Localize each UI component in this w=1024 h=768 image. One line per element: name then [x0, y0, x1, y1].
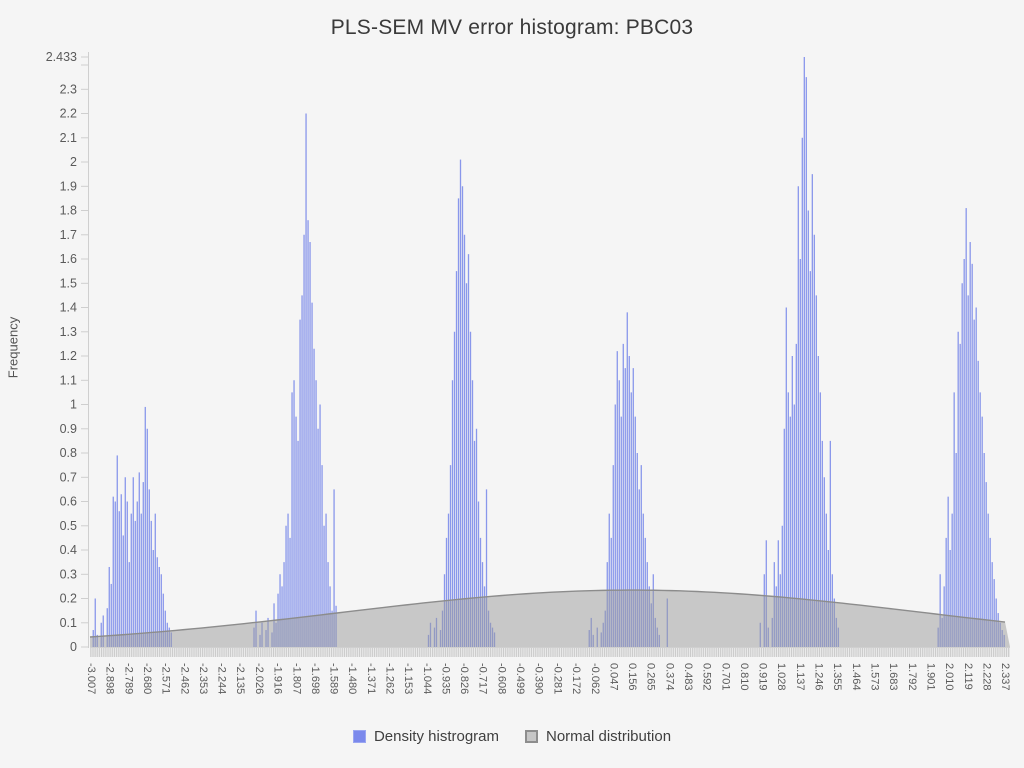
- svg-text:1.9: 1.9: [60, 180, 77, 194]
- svg-text:-0.499: -0.499: [514, 663, 526, 694]
- legend-item-normal-distribution: Normal distribution: [525, 728, 671, 745]
- legend-item-density-histogram: Density histrogram: [352, 728, 499, 745]
- svg-text:2: 2: [70, 155, 77, 169]
- svg-text:0.3: 0.3: [60, 568, 77, 582]
- svg-text:1.8: 1.8: [60, 204, 77, 218]
- svg-text:0.2: 0.2: [60, 592, 77, 606]
- svg-text:0.1: 0.1: [60, 616, 77, 630]
- svg-text:1.792: 1.792: [906, 663, 918, 691]
- svg-text:2.433: 2.433: [46, 50, 77, 64]
- svg-text:1.2: 1.2: [60, 349, 77, 363]
- svg-text:2.010: 2.010: [943, 663, 955, 691]
- svg-text:2.228: 2.228: [980, 663, 992, 691]
- svg-text:-0.935: -0.935: [439, 663, 451, 694]
- svg-text:-0.826: -0.826: [458, 663, 470, 694]
- normal-distribution-swatch-icon: [525, 730, 538, 743]
- svg-text:-1.480: -1.480: [346, 663, 358, 694]
- svg-text:-1.807: -1.807: [290, 663, 302, 694]
- svg-text:0.483: 0.483: [682, 663, 694, 691]
- svg-text:-1.916: -1.916: [272, 663, 284, 694]
- svg-text:2.1: 2.1: [60, 131, 77, 145]
- svg-text:-3.007: -3.007: [85, 663, 97, 694]
- svg-text:0.5: 0.5: [60, 519, 77, 533]
- svg-text:-1.589: -1.589: [328, 663, 340, 694]
- legend-label: Density histrogram: [373, 728, 499, 745]
- svg-text:-1.044: -1.044: [421, 663, 433, 694]
- svg-text:1.355: 1.355: [831, 663, 843, 691]
- svg-text:-1.698: -1.698: [309, 663, 321, 694]
- svg-text:-2.026: -2.026: [253, 663, 265, 694]
- svg-text:1.573: 1.573: [868, 663, 880, 691]
- svg-text:1.901: 1.901: [925, 663, 937, 691]
- svg-text:0.919: 0.919: [757, 663, 769, 691]
- svg-text:-0.281: -0.281: [551, 663, 563, 694]
- legend: Density histrogram Normal distribution: [0, 728, 1024, 745]
- svg-text:0.810: 0.810: [738, 663, 750, 691]
- svg-text:-2.244: -2.244: [216, 663, 228, 694]
- svg-text:1.6: 1.6: [60, 252, 77, 266]
- svg-text:0.701: 0.701: [719, 663, 731, 691]
- svg-text:1.7: 1.7: [60, 228, 77, 242]
- x-axis: -3.007 -2.898 -2.789 -2.680 -2.571 -2.462 -2.3…: [85, 647, 1011, 694]
- svg-text:0.8: 0.8: [60, 446, 77, 460]
- svg-text:1: 1: [70, 398, 77, 412]
- svg-text:-2.898: -2.898: [104, 663, 116, 694]
- svg-text:0.265: 0.265: [645, 663, 657, 691]
- svg-text:2.2: 2.2: [60, 107, 77, 121]
- svg-text:-2.571: -2.571: [160, 663, 172, 694]
- svg-text:-2.135: -2.135: [234, 663, 246, 694]
- svg-text:-0.172: -0.172: [570, 663, 582, 694]
- svg-text:0.6: 0.6: [60, 495, 77, 509]
- svg-text:0.592: 0.592: [701, 663, 713, 691]
- svg-text:-1.262: -1.262: [384, 663, 396, 694]
- svg-text:-0.062: -0.062: [589, 663, 601, 694]
- svg-text:-2.680: -2.680: [141, 663, 153, 694]
- svg-text:-2.462: -2.462: [178, 663, 190, 694]
- svg-text:1.4: 1.4: [60, 301, 77, 315]
- svg-text:0.9: 0.9: [60, 422, 77, 436]
- svg-text:0.7: 0.7: [60, 471, 77, 485]
- svg-text:-1.371: -1.371: [365, 663, 377, 694]
- svg-text:2.337: 2.337: [999, 663, 1011, 691]
- svg-text:-0.608: -0.608: [495, 663, 507, 694]
- svg-text:2.119: 2.119: [962, 663, 974, 690]
- svg-text:1.1: 1.1: [60, 374, 77, 388]
- svg-text:0.4: 0.4: [60, 543, 77, 557]
- legend-label: Normal distribution: [546, 728, 672, 745]
- normal-curve-fill: [90, 590, 1010, 647]
- svg-text:1.028: 1.028: [775, 663, 787, 691]
- histogram-bars: [92, 57, 1005, 647]
- svg-text:1.137: 1.137: [794, 663, 806, 691]
- svg-text:0.047: 0.047: [607, 663, 619, 691]
- svg-text:-1.153: -1.153: [402, 663, 414, 694]
- svg-text:-0.390: -0.390: [533, 663, 545, 694]
- chart-title: PLS-SEM MV error histogram: PBC03: [330, 16, 694, 39]
- y-axis: 2.433 2.3 2.2 2.1 2 1.9 1.8 1.7 1.6 1.5 1.4 1.3 1.2 1…: [46, 50, 89, 654]
- svg-text:1.246: 1.246: [813, 663, 825, 691]
- svg-text:1.464: 1.464: [850, 663, 862, 691]
- svg-text:1.5: 1.5: [60, 277, 77, 291]
- svg-text:1.683: 1.683: [887, 663, 899, 691]
- normal-curve-line: [89, 589, 1006, 638]
- svg-text:0: 0: [70, 640, 77, 654]
- svg-text:-2.789: -2.789: [122, 663, 134, 694]
- svg-text:0.156: 0.156: [626, 663, 638, 691]
- svg-text:2.3: 2.3: [60, 83, 77, 97]
- svg-text:-0.717: -0.717: [477, 663, 489, 694]
- density-histogram-swatch-icon: [352, 730, 366, 743]
- svg-text:-2.353: -2.353: [197, 663, 209, 694]
- svg-text:0.374: 0.374: [663, 663, 675, 691]
- svg-text:1.3: 1.3: [60, 325, 77, 339]
